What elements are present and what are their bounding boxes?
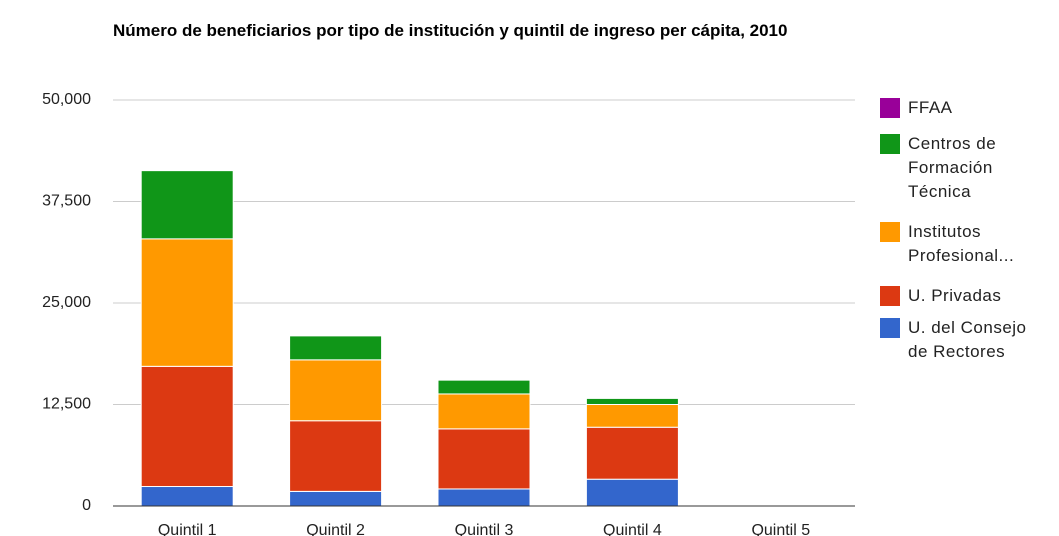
legend-swatch bbox=[880, 222, 900, 242]
legend-swatch bbox=[880, 286, 900, 306]
legend-label: U. Privadas bbox=[908, 286, 1002, 305]
legend-item: U. Privadas bbox=[880, 284, 1050, 308]
bar-segment bbox=[585, 426, 679, 480]
legend-item: Institutos Profesional... bbox=[880, 220, 1050, 268]
legend-item: Centros de Formación Técnica bbox=[880, 132, 1050, 204]
bar-segment bbox=[289, 490, 383, 507]
legend-label: Institutos Profesional... bbox=[908, 222, 1015, 265]
bar-segment bbox=[289, 335, 383, 361]
bar-segment bbox=[585, 397, 679, 406]
bar-segment bbox=[140, 170, 234, 240]
y-tick-label: 12,500 bbox=[42, 396, 91, 413]
bar-segment bbox=[289, 420, 383, 492]
y-tick-label: 0 bbox=[82, 497, 91, 514]
bar-segment bbox=[585, 478, 679, 507]
x-tick-label: Quintil 2 bbox=[306, 522, 365, 536]
legend-item: U. del Consejo de Rectores bbox=[880, 316, 1050, 364]
bar-segment bbox=[140, 365, 234, 488]
x-tick-label: Quintil 5 bbox=[751, 522, 810, 536]
bar-segment bbox=[585, 404, 679, 428]
legend-swatch bbox=[880, 134, 900, 154]
bar-segment bbox=[140, 486, 234, 507]
legend-label: U. del Consejo de Rectores bbox=[908, 318, 1027, 361]
bar-segment bbox=[289, 359, 383, 422]
bar-segment bbox=[140, 238, 234, 367]
bar-segment bbox=[437, 393, 531, 430]
legend-label: FFAA bbox=[908, 98, 953, 117]
x-tick-label: Quintil 4 bbox=[603, 522, 662, 536]
legend-item: FFAA bbox=[880, 96, 1050, 120]
bar-segment bbox=[437, 488, 531, 507]
y-tick-label: 50,000 bbox=[42, 91, 91, 108]
chart-title: Número de beneficiarios por tipo de inst… bbox=[113, 21, 788, 40]
legend-swatch bbox=[880, 98, 900, 118]
x-tick-label: Quintil 1 bbox=[158, 522, 217, 536]
bar-segment bbox=[437, 428, 531, 490]
bar-segment bbox=[437, 379, 531, 395]
y-tick-label: 37,500 bbox=[42, 193, 91, 210]
y-tick-label: 25,000 bbox=[42, 294, 91, 311]
legend-label: Centros de Formación Técnica bbox=[908, 134, 997, 201]
x-tick-label: Quintil 3 bbox=[455, 522, 514, 536]
legend-swatch bbox=[880, 318, 900, 338]
